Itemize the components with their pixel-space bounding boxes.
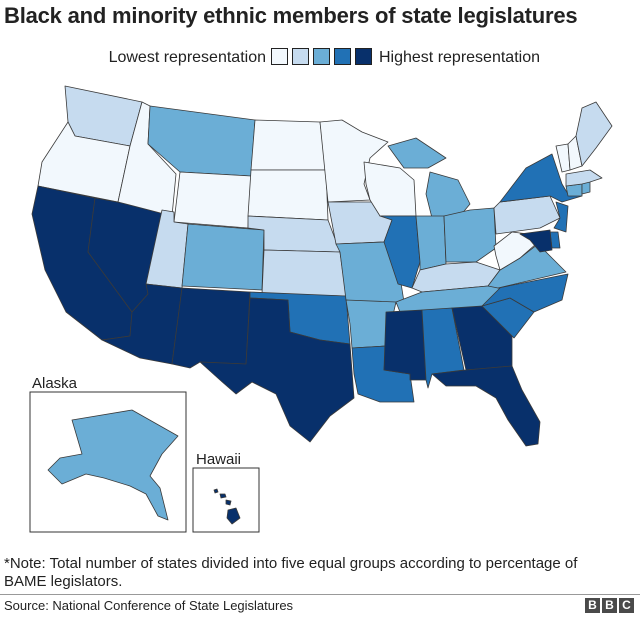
state-vt: [555, 143, 571, 173]
state-ks: [261, 249, 347, 297]
legend: Lowest representation Highest representa…: [0, 48, 640, 70]
state-mn: [319, 119, 389, 203]
state-co: [181, 223, 265, 291]
state-ma: [565, 169, 603, 187]
state-sd: [247, 169, 329, 221]
legend-high-label: Highest representation: [379, 49, 540, 66]
legend-swatch-3: [313, 48, 330, 65]
alaska-label: Alaska: [32, 375, 78, 392]
state-ak: [47, 409, 179, 521]
bbc-logo-letter: C: [619, 598, 634, 613]
state-ms: [383, 309, 427, 381]
state-hi: [213, 488, 241, 525]
bbc-logo: B B C: [585, 598, 634, 613]
state-in: [415, 215, 447, 271]
state-tx: [199, 297, 355, 443]
state-nc: [481, 273, 569, 313]
state-md: [519, 229, 553, 253]
legend-low-label: Lowest representation: [108, 49, 266, 66]
state-oh: [443, 207, 497, 263]
state-wv: [493, 231, 537, 271]
legend-swatch-4: [334, 48, 351, 65]
map-title: Black and minority ethnic members of sta…: [4, 3, 578, 28]
footnote: *Note: Total number of states divided in…: [4, 555, 578, 590]
state-nd: [250, 119, 327, 171]
bbc-logo-letter: B: [602, 598, 617, 613]
state-ga: [451, 305, 513, 371]
us-map: Alaska Hawaii: [29, 85, 613, 533]
state-nm: [171, 287, 251, 369]
footer-divider: [0, 594, 640, 595]
legend-swatch-5: [355, 48, 372, 65]
legend-swatch-1: [271, 48, 288, 65]
state-fl: [431, 365, 541, 447]
state-wy: [173, 171, 252, 229]
state-nj: [553, 201, 569, 233]
hawaii-label: Hawaii: [196, 451, 241, 468]
legend-swatch-2: [292, 48, 309, 65]
source-credit: Source: National Conference of State Leg…: [4, 598, 294, 613]
bbc-logo-letter: B: [585, 598, 600, 613]
state-me: [575, 101, 613, 167]
